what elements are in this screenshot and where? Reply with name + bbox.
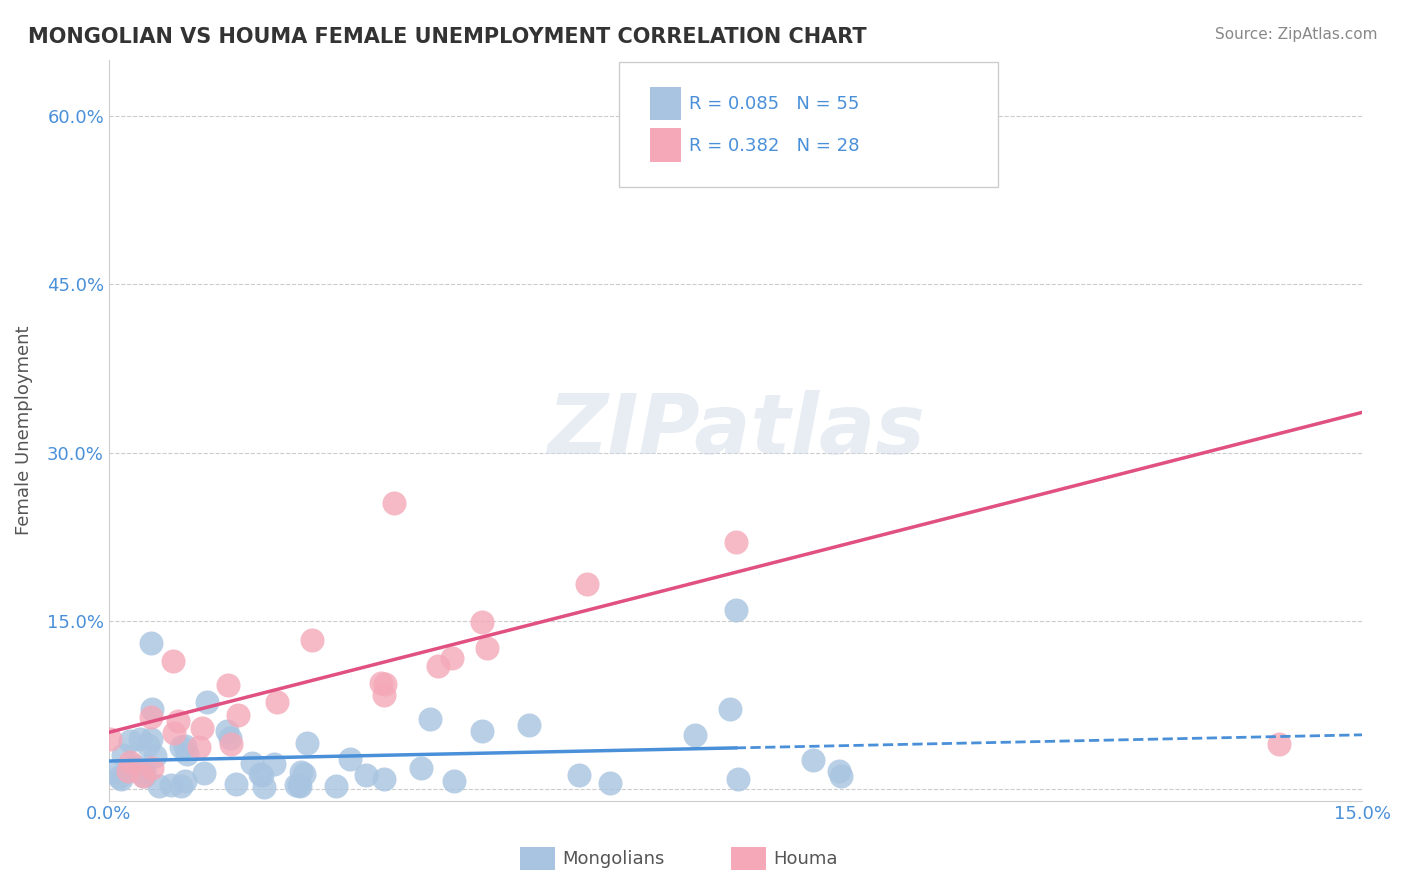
Point — [162, 654, 184, 668]
Text: ZIPatlas: ZIPatlas — [547, 390, 925, 471]
Point — [339, 752, 361, 766]
Text: MONGOLIAN VS HOUMA FEMALE UNEMPLOYMENT CORRELATION CHART: MONGOLIAN VS HOUMA FEMALE UNEMPLOYMENT C… — [28, 27, 866, 46]
Point — [263, 756, 285, 771]
Point — [105, 764, 128, 778]
Point — [139, 636, 162, 650]
Point — [240, 756, 263, 770]
Point — [120, 755, 142, 769]
Point — [253, 780, 276, 795]
Point — [160, 778, 183, 792]
Point — [225, 777, 247, 791]
Point — [249, 767, 271, 781]
Point — [292, 767, 315, 781]
Point — [374, 676, 396, 690]
Point — [98, 731, 121, 746]
Point — [134, 769, 156, 783]
Point — [724, 603, 747, 617]
Point — [108, 770, 131, 784]
Text: Mongolians: Mongolians — [562, 850, 665, 868]
Point — [440, 651, 463, 665]
Point — [471, 723, 494, 738]
Point — [141, 761, 163, 775]
Point — [427, 659, 450, 673]
Text: Houma: Houma — [773, 850, 838, 868]
Point — [827, 764, 849, 779]
Point — [193, 766, 215, 780]
Point — [288, 778, 311, 792]
Point — [141, 732, 163, 747]
Point — [176, 747, 198, 762]
Point — [129, 732, 152, 747]
Y-axis label: Female Unemployment: Female Unemployment — [15, 326, 32, 535]
Point — [576, 576, 599, 591]
Point — [718, 702, 741, 716]
Point — [163, 726, 186, 740]
Point — [517, 718, 540, 732]
Point — [266, 695, 288, 709]
Point — [295, 736, 318, 750]
Point — [125, 759, 148, 773]
Point — [301, 633, 323, 648]
Point — [568, 768, 591, 782]
Point — [290, 765, 312, 780]
Point — [111, 747, 134, 762]
Point — [134, 765, 156, 780]
Point — [110, 772, 132, 786]
Point — [170, 779, 193, 793]
Point — [285, 778, 308, 792]
Point — [419, 712, 441, 726]
Point — [195, 695, 218, 709]
Point — [173, 739, 195, 754]
Point — [191, 721, 214, 735]
Point — [139, 710, 162, 724]
Point — [443, 774, 465, 789]
Point — [217, 678, 239, 692]
Point — [724, 535, 747, 549]
Point — [219, 731, 242, 746]
Point — [373, 772, 395, 786]
Text: R = 0.085   N = 55: R = 0.085 N = 55 — [689, 95, 859, 113]
Point — [1268, 738, 1291, 752]
Point — [228, 707, 250, 722]
Point — [875, 109, 897, 123]
Point — [215, 724, 238, 739]
Point — [120, 734, 142, 748]
Point — [409, 761, 432, 775]
Text: R = 0.382   N = 28: R = 0.382 N = 28 — [689, 137, 859, 155]
Point — [219, 737, 242, 751]
Point — [727, 772, 749, 786]
Point — [136, 738, 159, 752]
Point — [683, 728, 706, 742]
Point — [599, 776, 621, 790]
Point — [188, 739, 211, 754]
Point — [325, 779, 347, 793]
Point — [477, 640, 499, 655]
Point — [354, 768, 377, 782]
Point — [288, 779, 311, 793]
Point — [801, 753, 824, 767]
Text: Source: ZipAtlas.com: Source: ZipAtlas.com — [1215, 27, 1378, 42]
Point — [382, 496, 405, 510]
Point — [830, 769, 852, 783]
Point — [145, 749, 167, 764]
Point — [141, 702, 163, 716]
Point — [117, 764, 139, 778]
Point — [170, 740, 193, 755]
Point — [373, 688, 395, 702]
Point — [166, 714, 188, 729]
Point — [173, 774, 195, 789]
Point — [370, 676, 392, 690]
Point — [148, 779, 170, 793]
Point — [132, 769, 155, 783]
Point — [252, 768, 274, 782]
Point — [471, 615, 494, 629]
